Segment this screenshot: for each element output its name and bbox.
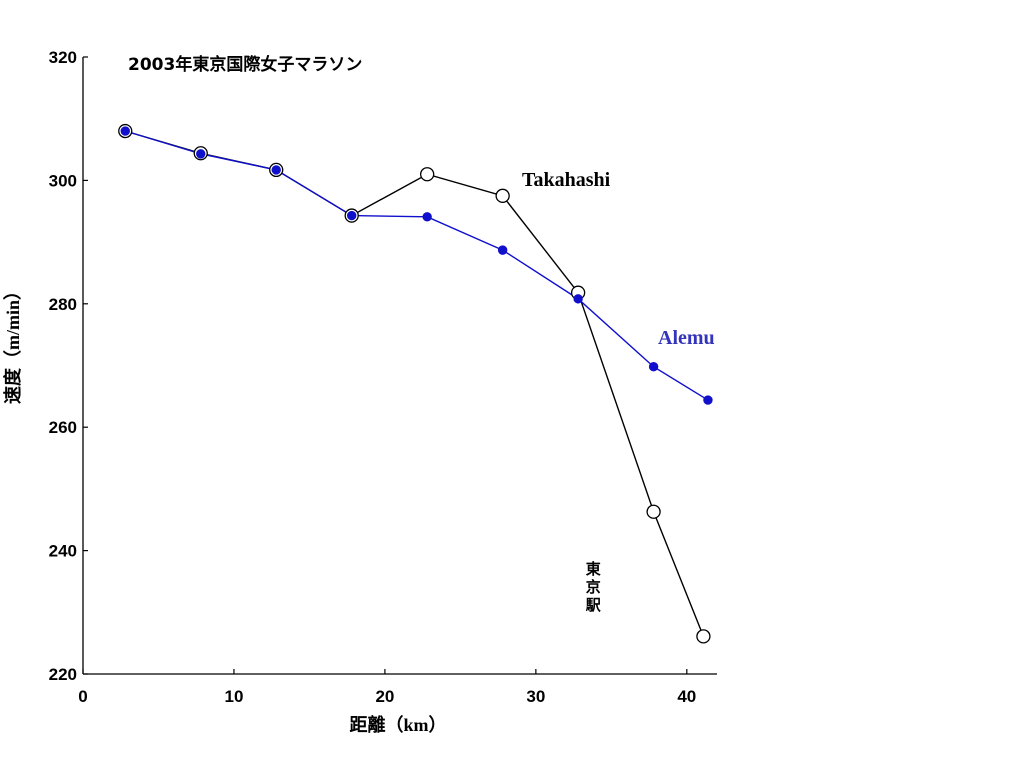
y-tick-label: 300 bbox=[49, 171, 77, 190]
y-tick-label: 240 bbox=[49, 542, 77, 561]
point-alemu bbox=[346, 210, 357, 221]
x-tick-label: 40 bbox=[677, 687, 696, 706]
y-tick-label: 280 bbox=[49, 295, 77, 314]
labels: 2003年東京国際女子マラソン 距離（km） 速度（m/min） Takahas… bbox=[2, 54, 715, 735]
annotations: 東京駅 bbox=[585, 560, 602, 614]
point-alemu bbox=[120, 126, 130, 136]
point-alemu bbox=[196, 149, 206, 159]
series-line-takahashi bbox=[125, 130, 705, 637]
point-alemu bbox=[422, 212, 432, 222]
y-tick-label: 220 bbox=[49, 665, 77, 684]
ticks: 220 240 260 280 300 320 0 10 20 30 40 bbox=[49, 48, 697, 706]
y-tick-label: 260 bbox=[49, 418, 77, 437]
series-points bbox=[118, 123, 713, 644]
point-alemu bbox=[573, 294, 583, 304]
series-label-alemu: Alemu bbox=[658, 327, 715, 349]
chart-title: 2003年東京国際女子マラソン bbox=[128, 54, 362, 75]
point-takahashi bbox=[420, 167, 435, 182]
point-alemu bbox=[497, 245, 508, 255]
point-takahashi bbox=[646, 504, 661, 519]
series-line-alemu bbox=[125, 130, 709, 401]
series-label-takahashi: Takahashi bbox=[522, 169, 611, 191]
point-alemu bbox=[703, 395, 713, 405]
x-axis-title: 距離（km） bbox=[349, 714, 446, 735]
x-tick-label: 20 bbox=[375, 687, 394, 706]
series-lines bbox=[125, 130, 709, 637]
x-tick-label: 10 bbox=[224, 687, 243, 706]
axes bbox=[82, 57, 717, 675]
x-tick-label: 30 bbox=[526, 687, 545, 706]
x-tick-label: 0 bbox=[78, 687, 87, 706]
y-axis-title: 速度（m/min） bbox=[2, 282, 23, 404]
y-tick-label: 320 bbox=[49, 48, 77, 67]
point-alemu bbox=[648, 362, 659, 372]
point-alemu bbox=[271, 165, 281, 175]
point-takahashi bbox=[495, 188, 510, 203]
point-takahashi bbox=[696, 629, 711, 644]
annotation-tokyo-station: 東京駅 bbox=[585, 560, 602, 614]
